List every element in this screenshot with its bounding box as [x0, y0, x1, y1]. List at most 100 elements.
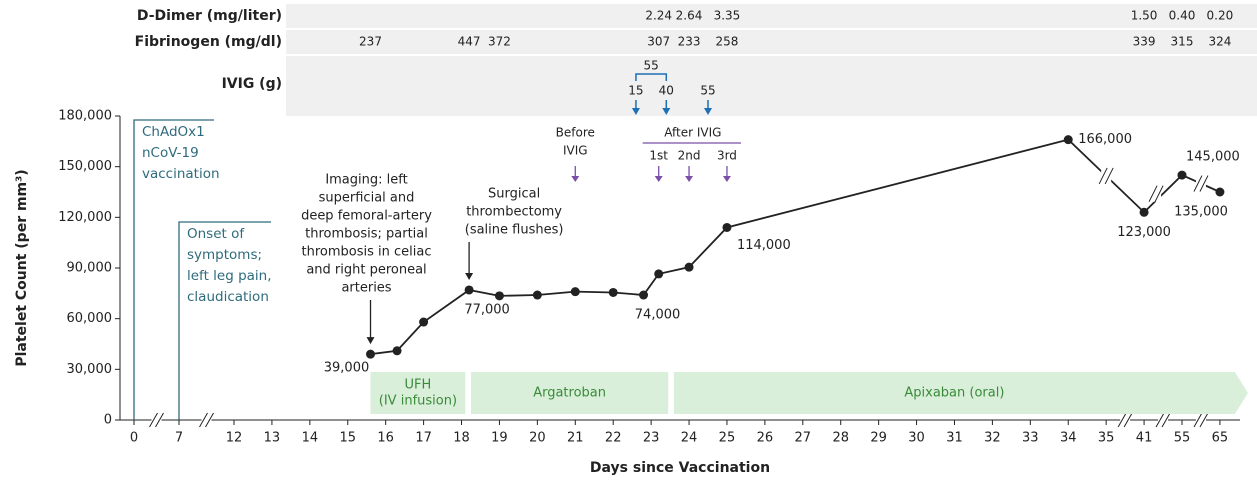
- annotation: thrombosis in celiac: [302, 245, 432, 260]
- ivig-dose: 55: [700, 84, 715, 98]
- ivig-arrowhead: [704, 108, 712, 115]
- row-value: 315: [1171, 35, 1194, 49]
- x-tick-label: 23: [643, 431, 660, 446]
- annotation: (saline flushes): [465, 223, 564, 238]
- row-value: 233: [678, 35, 701, 49]
- axis-break: [1148, 185, 1158, 202]
- axis-break: [1199, 412, 1209, 428]
- row-value: 0.40: [1169, 9, 1196, 23]
- y-tick-label: 90,000: [67, 261, 113, 276]
- event-label: claudication: [187, 289, 269, 305]
- x-tick-label: 24: [681, 431, 698, 446]
- axis-break: [1199, 175, 1209, 192]
- line: [370, 138, 1221, 356]
- point: [1063, 135, 1073, 145]
- row-value: 1.50: [1131, 9, 1158, 23]
- annotation: thrombectomy: [466, 205, 562, 220]
- x-tick-label: 28: [832, 431, 849, 446]
- event-label: Onset of: [187, 226, 245, 242]
- ivig-dose: 40: [659, 84, 674, 98]
- timing-label: 1st: [649, 149, 668, 163]
- x-tick-label: 34: [1060, 431, 1077, 446]
- point: [419, 317, 429, 327]
- axis-break: [1193, 412, 1203, 428]
- x-tick-label: 16: [377, 431, 394, 446]
- timing-label: 3rd: [717, 149, 737, 163]
- axis-break: [1193, 175, 1203, 192]
- timing-label: IVIG: [563, 144, 588, 158]
- point: [1215, 187, 1225, 197]
- data-label: 166,000: [1078, 132, 1132, 147]
- event-label: vaccination: [142, 166, 220, 182]
- axis-break: [149, 412, 158, 428]
- annotation: arteries: [341, 281, 391, 296]
- x-tick-label: 30: [908, 431, 925, 446]
- x-tick-label: 19: [491, 431, 508, 446]
- x-tick-label: 7: [175, 431, 183, 446]
- annotation-arrowhead: [465, 272, 474, 280]
- annotation: Surgical: [488, 187, 540, 202]
- point: [684, 262, 694, 272]
- ivig-dose: 15: [628, 84, 643, 98]
- row-band: [286, 30, 1257, 54]
- x-tick-label: 15: [339, 431, 356, 446]
- point: [464, 285, 474, 295]
- annotation-arrowhead: [366, 337, 375, 345]
- axis-break: [1154, 185, 1164, 202]
- annotation: and right peroneal: [306, 263, 426, 278]
- treatment-label: Apixaban (oral): [904, 386, 1004, 401]
- timing-title: After IVIG: [664, 126, 721, 140]
- x-tick-label: 12: [226, 431, 243, 446]
- x-tick-label: 14: [302, 431, 319, 446]
- row-value: 3.35: [714, 9, 741, 23]
- point: [494, 291, 504, 301]
- axis-break: [1098, 167, 1108, 185]
- row-value: 2.24: [645, 9, 672, 23]
- y-tick-label: 60,000: [67, 311, 113, 326]
- annotation: superficial and: [319, 191, 415, 206]
- row-value: 0.20: [1207, 9, 1234, 23]
- point: [1139, 207, 1149, 217]
- row-label: IVIG (g): [222, 76, 282, 92]
- event-label: left leg pain,: [187, 268, 272, 284]
- timing-label: Before: [556, 126, 595, 140]
- axis-break: [1104, 167, 1114, 185]
- y-tick-label: 120,000: [58, 210, 112, 225]
- x-tick-label: 21: [567, 431, 584, 446]
- treatment-band: [471, 372, 669, 414]
- x-tick-label: 25: [719, 431, 736, 446]
- axis-break: [205, 412, 214, 428]
- event-marker: [178, 221, 271, 420]
- x-tick-label: 32: [984, 431, 1001, 446]
- axis-break-gap: [1195, 175, 1206, 192]
- x-tick-label: 18: [453, 431, 470, 446]
- x-axis-title: Days since Vaccination: [590, 460, 770, 476]
- row-value: 372: [488, 35, 511, 49]
- timing-arrowhead: [571, 176, 580, 182]
- row-band: [286, 4, 1257, 28]
- x-tick-label: 13: [264, 431, 281, 446]
- y-tick-label: 150,000: [58, 159, 112, 174]
- annotation: deep femoral-artery: [301, 209, 432, 224]
- row-label: Fibrinogen (mg/dl): [135, 34, 282, 50]
- timing-arrowhead: [722, 176, 731, 182]
- timing-label: 2nd: [678, 149, 701, 163]
- data-label: 77,000: [464, 302, 510, 317]
- data-label: 135,000: [1174, 205, 1228, 220]
- axis-break-gap: [1158, 413, 1169, 427]
- point: [608, 287, 618, 297]
- point: [1177, 170, 1187, 180]
- timing-arrowhead: [685, 176, 694, 182]
- point: [639, 290, 649, 300]
- ivig-arrowhead: [662, 108, 671, 115]
- axis-break: [155, 412, 164, 428]
- ivig-arrowhead: [631, 108, 640, 115]
- x-tick-label: 31: [946, 431, 963, 446]
- y-tick-label: 180,000: [58, 109, 112, 124]
- data-label: 145,000: [1186, 150, 1240, 165]
- axis-break-gap: [1101, 167, 1112, 184]
- event-label: ChAdOx1: [142, 124, 205, 140]
- treatment-label: (IV infusion): [379, 394, 457, 409]
- axis-break: [199, 412, 208, 428]
